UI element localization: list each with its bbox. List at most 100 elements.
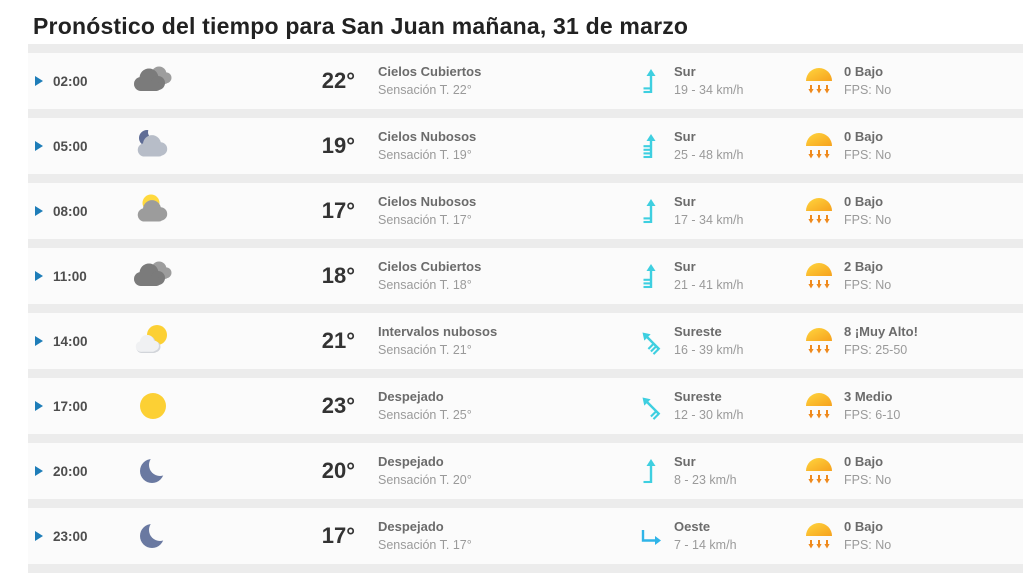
wind-speed: 17 - 34 km/h (674, 213, 744, 228)
row-separator (28, 174, 1023, 183)
wind-direction-icon (638, 391, 664, 421)
expand-row-button[interactable] (28, 401, 49, 411)
expand-row-button[interactable] (28, 206, 49, 216)
uv-fps: FPS: No (844, 538, 892, 553)
row-separator (28, 304, 1023, 313)
feels-like-text: Sensación T. 18° (378, 278, 472, 293)
uv-index-icon (802, 195, 836, 227)
feels-like-text: Sensación T. 17° (378, 213, 472, 228)
expand-row-button[interactable] (28, 271, 49, 281)
row-time: 14:00 (53, 333, 88, 349)
feels-like-text: Sensación T. 20° (378, 473, 472, 488)
play-triangle-icon (35, 401, 43, 411)
condition-text: Intervalos nubosos (378, 323, 498, 339)
wind-speed: 25 - 48 km/h (674, 148, 744, 163)
weather-icon (129, 192, 177, 230)
uv-fps: FPS: No (844, 278, 892, 293)
wind-direction-icon (638, 521, 664, 551)
expand-row-button[interactable] (28, 141, 49, 151)
uv-fps: FPS: 6-10 (844, 408, 901, 423)
temperature: 23° (321, 393, 355, 418)
uv-index: 0 Bajo (844, 518, 884, 534)
wind-direction: Sur (674, 453, 696, 469)
uv-index-icon (802, 455, 836, 487)
wind-direction-icon (638, 261, 664, 291)
uv-index-icon (802, 390, 836, 422)
uv-index: 0 Bajo (844, 128, 884, 144)
forecast-row[interactable]: 05:00 19° Cielos Nubosos Sensación T. 19… (28, 118, 1023, 174)
wind-direction: Sur (674, 128, 696, 144)
uv-fps: FPS: No (844, 213, 892, 228)
expand-row-button[interactable] (28, 466, 49, 476)
expand-row-button[interactable] (28, 531, 49, 541)
uv-fps: FPS: 25-50 (844, 343, 908, 358)
wind-direction-icon (638, 456, 664, 486)
condition-text: Despejado (378, 518, 444, 534)
wind-speed: 21 - 41 km/h (674, 278, 744, 293)
forecast-row[interactable]: 17:00 23° Despejado Sensación T. 25° Sur… (28, 378, 1023, 434)
wind-speed: 8 - 23 km/h (674, 473, 737, 488)
row-separator (28, 109, 1023, 118)
uv-index-icon (802, 260, 836, 292)
condition-text: Cielos Nubosos (378, 193, 477, 209)
feels-like-text: Sensación T. 25° (378, 408, 472, 423)
row-separator (28, 369, 1023, 378)
forecast-row[interactable]: 14:00 21° Intervalos nubosos Sensación T… (28, 313, 1023, 369)
wind-direction: Sur (674, 193, 696, 209)
forecast-row[interactable]: 02:00 22° Cielos Cubiertos Sensación T. … (28, 53, 1023, 109)
wind-direction-icon (638, 196, 664, 226)
expand-row-button[interactable] (28, 76, 49, 86)
temperature: 17° (321, 523, 355, 548)
feels-like-text: Sensación T. 17° (378, 538, 472, 553)
page-title: Pronóstico del tiempo para San Juan maña… (33, 13, 689, 39)
temperature: 22° (321, 68, 355, 93)
uv-fps: FPS: No (844, 148, 892, 163)
uv-index-icon (802, 130, 836, 162)
play-triangle-icon (35, 531, 43, 541)
weather-icon (129, 257, 177, 295)
weather-icon (129, 452, 177, 490)
wind-direction: Sur (674, 258, 696, 274)
wind-speed: 12 - 30 km/h (674, 408, 744, 423)
condition-text: Cielos Cubiertos (378, 258, 482, 274)
wind-direction: Sur (674, 63, 696, 79)
row-time: 20:00 (53, 463, 88, 479)
uv-fps: FPS: No (844, 473, 892, 488)
wind-direction: Sureste (674, 323, 722, 339)
wind-direction-icon (638, 66, 664, 96)
uv-index: 0 Bajo (844, 453, 884, 469)
uv-index-icon (802, 325, 836, 357)
row-time: 02:00 (53, 73, 88, 89)
play-triangle-icon (35, 206, 43, 216)
play-triangle-icon (35, 76, 43, 86)
condition-text: Cielos Nubosos (378, 128, 477, 144)
row-time: 05:00 (53, 138, 88, 154)
row-separator (28, 44, 1023, 53)
wind-speed: 16 - 39 km/h (674, 343, 744, 358)
weather-icon (129, 517, 177, 555)
uv-fps: FPS: No (844, 83, 892, 98)
forecast-row[interactable]: 23:00 17° Despejado Sensación T. 17° Oes… (28, 508, 1023, 564)
forecast-row[interactable]: 20:00 20° Despejado Sensación T. 20° Sur… (28, 443, 1023, 499)
feels-like-text: Sensación T. 22° (378, 83, 472, 98)
temperature: 18° (321, 263, 355, 288)
row-time: 11:00 (53, 268, 87, 284)
forecast-row[interactable]: 08:00 17° Cielos Nubosos Sensación T. 17… (28, 183, 1023, 239)
temperature: 19° (321, 133, 355, 158)
expand-row-button[interactable] (28, 336, 49, 346)
uv-index: 3 Medio (844, 388, 893, 404)
uv-index: 8 ¡Muy Alto! (844, 323, 918, 339)
weather-icon (129, 127, 177, 165)
row-separator (28, 239, 1023, 248)
weather-icon (129, 62, 177, 100)
wind-speed: 19 - 34 km/h (674, 83, 744, 98)
wind-direction-icon (638, 326, 664, 356)
row-separator (28, 499, 1023, 508)
row-time: 17:00 (53, 398, 88, 414)
forecast-row[interactable]: 11:00 18° Cielos Cubiertos Sensación T. … (28, 248, 1023, 304)
temperature: 21° (321, 328, 355, 353)
feels-like-text: Sensación T. 21° (378, 343, 472, 358)
play-triangle-icon (35, 141, 43, 151)
condition-text: Cielos Cubiertos (378, 63, 482, 79)
condition-text: Despejado (378, 388, 444, 404)
